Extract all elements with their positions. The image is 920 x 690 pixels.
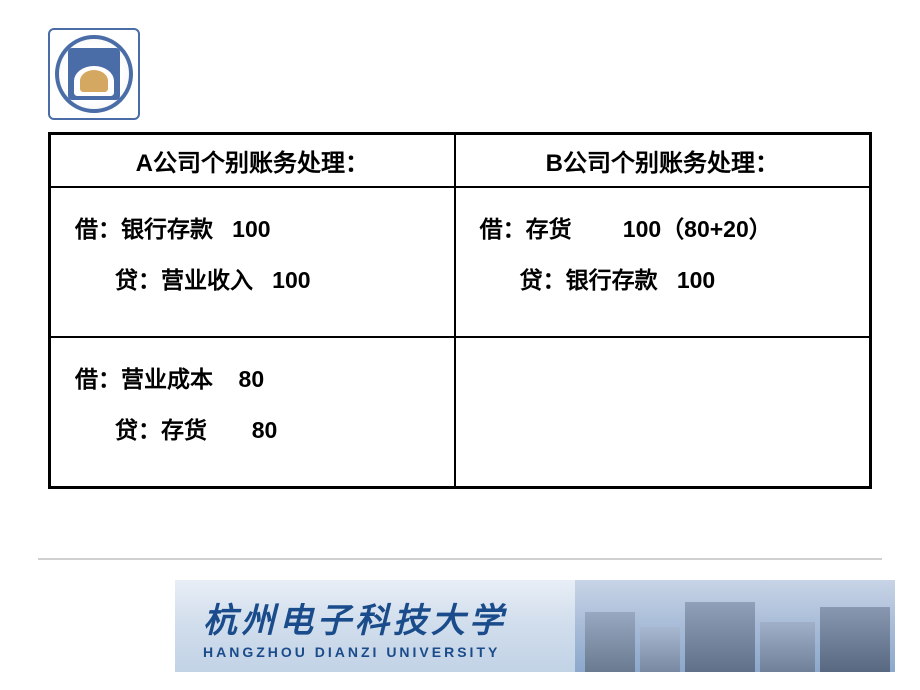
footer-text: 杭州电子科技大学 HANGZHOU DIANZI UNIVERSITY [175, 593, 507, 660]
entry-debit: 借：营业成本 80 [69, 354, 436, 405]
campus-photo [575, 580, 895, 672]
building-silhouette [685, 602, 755, 672]
university-name-cn: 杭州电子科技大学 [203, 593, 507, 642]
building-silhouette [760, 622, 815, 672]
table-row: 借：银行存款 100 贷：营业收入 100 借：存货 100（80+20） 贷：… [50, 187, 871, 337]
building-silhouette [820, 607, 890, 672]
cell-a-row1: 借：银行存款 100 贷：营业收入 100 [50, 187, 455, 337]
university-name-en: HANGZHOU DIANZI UNIVERSITY [203, 644, 507, 660]
header-company-a: A公司个别账务处理： [50, 134, 455, 188]
building-silhouette [640, 627, 680, 672]
table-row: 借：营业成本 80 贷：存货 80 [50, 337, 871, 487]
entry-credit: 贷：营业收入 100 [69, 255, 436, 306]
header-company-b: B公司个别账务处理： [455, 134, 871, 188]
cell-a-row2: 借：营业成本 80 贷：存货 80 [50, 337, 455, 487]
logo-ring [55, 35, 133, 113]
footer-divider [38, 558, 882, 560]
entry-credit: 贷：存货 80 [69, 405, 436, 456]
entry-debit: 借：存货 100（80+20） [474, 204, 851, 255]
entry-debit: 借：银行存款 100 [69, 204, 436, 255]
building-silhouette [585, 612, 635, 672]
logo-emblem [68, 48, 120, 100]
table-header-row: A公司个别账务处理： B公司个别账务处理： [50, 134, 871, 188]
cell-b-row2 [455, 337, 871, 487]
university-logo [48, 28, 140, 120]
entry-credit: 贷：银行存款 100 [474, 255, 851, 306]
cell-b-row1: 借：存货 100（80+20） 贷：银行存款 100 [455, 187, 871, 337]
accounting-table: A公司个别账务处理： B公司个别账务处理： 借：银行存款 100 贷：营业收入 … [48, 132, 872, 489]
footer-banner: 杭州电子科技大学 HANGZHOU DIANZI UNIVERSITY [175, 580, 895, 672]
